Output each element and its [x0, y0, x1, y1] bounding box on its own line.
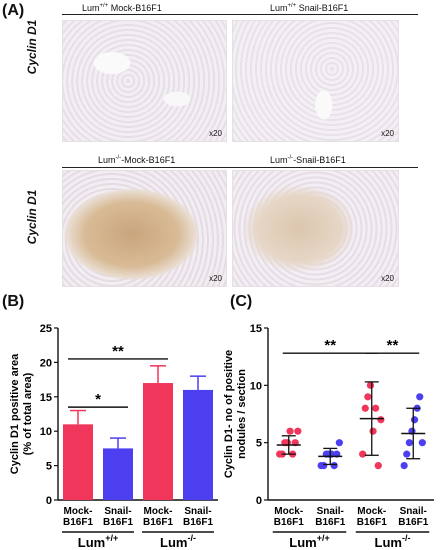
- chart-c-data-point: [369, 427, 377, 435]
- micrograph-lum-ko-mock: x20: [62, 170, 227, 287]
- chart-c-data-point: [418, 439, 426, 447]
- chart-c-data-point: [330, 462, 338, 470]
- chart-b-group-label: Lum+/+: [78, 533, 118, 550]
- chart-b-bar: [143, 383, 173, 500]
- chart-c-significance-label: **: [324, 337, 336, 354]
- header-lum-wt-mock: Lum+/+ Mock-B16F1: [82, 3, 162, 13]
- chart-b-category-label: Snail-B16F1: [183, 506, 213, 528]
- chart-c: 0 5 10 15 Cyclin D1- no of positivenodules /…: [223, 323, 434, 550]
- chart-c-data-point: [361, 404, 369, 412]
- chart-c-data-point: [335, 439, 343, 447]
- micrograph-lum-ko-snail: x20: [232, 170, 399, 287]
- panel-a-label: (A): [2, 2, 25, 19]
- chart-b-category-label: Mock-B16F1: [63, 506, 93, 528]
- chart-c-data-point: [286, 427, 294, 435]
- chart-c-data-point: [416, 393, 424, 401]
- header-lum-ko-mock: Lum-/--Mock-B16F1: [98, 155, 176, 165]
- chart-b-group-label: Lum-/-: [160, 533, 196, 550]
- chart-c-category-label: Snail-B16F1: [315, 506, 345, 528]
- chart-b-category-label: Mock-B16F1: [143, 506, 173, 528]
- chart-b-category-label: Snail-B16F1: [103, 506, 133, 528]
- chart-c-data-point: [405, 439, 413, 447]
- micrograph-lum-wt-snail: x20: [232, 20, 399, 142]
- chart-c-y-axis-label: Cyclin D1- no of positivenodules / secti…: [223, 350, 248, 478]
- panel-b-label: (B): [2, 293, 25, 310]
- chart-c-category-label: Snail-B16F1: [398, 506, 428, 528]
- micrograph-lum-wt-mock: x20: [62, 20, 227, 142]
- chart-b-significance-label: *: [95, 391, 101, 408]
- chart-b-significance-label: **: [112, 343, 124, 360]
- magnification-label: x20: [209, 274, 222, 283]
- chart-c-y-tick-label: 10: [250, 380, 262, 392]
- chart-c-category-label: Mock-B16F1: [357, 506, 387, 528]
- chart-c-data-point: [374, 462, 382, 470]
- side-label-row2: Cyclin D1: [25, 189, 39, 245]
- chart-c-y-tick-label: 5: [256, 438, 262, 450]
- chart-c-data-point: [320, 462, 328, 470]
- chart-b-y-tick-label: 5: [46, 461, 52, 473]
- chart-c-data-point: [359, 450, 367, 458]
- chart-c-data-point: [294, 427, 302, 435]
- chart-c-data-point: [410, 416, 419, 424]
- chart-c-data-point: [377, 416, 385, 424]
- header-rule-row2: [62, 167, 418, 168]
- chart-b-bar: [103, 448, 133, 500]
- magnification-label: x20: [381, 274, 394, 283]
- magnification-label: x20: [381, 129, 394, 138]
- side-label-row1: Cyclin D1: [25, 19, 39, 75]
- chart-c-category-label: Mock-B16F1: [274, 506, 304, 528]
- chart-c-data-point: [364, 393, 372, 401]
- header-rule-row1: [62, 14, 418, 15]
- chart-c-significance-label: **: [387, 337, 399, 354]
- chart-c-data-point: [366, 381, 375, 389]
- chart-b-y-tick-label: 10: [40, 426, 52, 438]
- chart-c-group-label: Lum+/+: [289, 533, 329, 550]
- chart-b-y-tick-label: 25: [40, 323, 52, 335]
- chart-b-y-axis-label: Cyclin D1 positive area(% of total area): [9, 353, 34, 474]
- chart-c-y-tick-label: 0: [256, 495, 262, 507]
- chart-b-y-tick-label: 0: [46, 495, 52, 507]
- header-lum-wt-snail: Lum+/+ Snail-B16F1: [270, 3, 349, 13]
- chart-b-y-tick-label: 15: [40, 392, 52, 404]
- chart-b-bar: [63, 424, 93, 500]
- chart-b: 0 5 10 15 20 25 Cyclin D1 positive area(% of t…: [9, 323, 218, 550]
- chart-c-data-point: [403, 450, 411, 458]
- panel-c-label: (C): [230, 293, 253, 310]
- chart-c-data-point: [372, 404, 380, 412]
- chart-b-bar: [183, 389, 213, 500]
- magnification-label: x20: [209, 129, 222, 138]
- chart-c-group-label: Lum-/-: [375, 533, 411, 550]
- header-lum-ko-snail: Lum-/--Snail-B16F1: [270, 155, 346, 165]
- chart-c-data-point: [400, 462, 408, 470]
- chart-b-y-tick-label: 20: [40, 357, 52, 369]
- chart-c-y-tick-label: 15: [250, 323, 262, 335]
